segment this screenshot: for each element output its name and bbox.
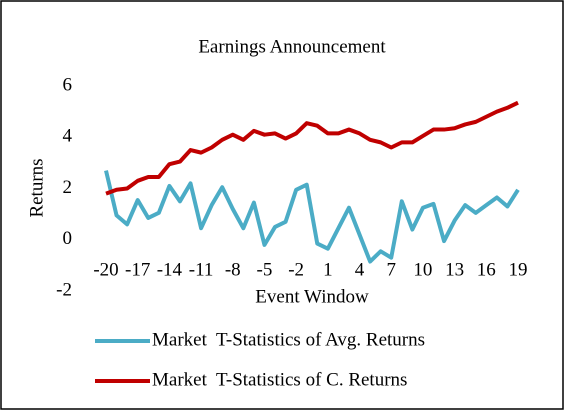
x-tick-label: -2 — [288, 259, 304, 280]
x-tick-label: 16 — [477, 259, 496, 280]
x-tick-label: 1 — [323, 259, 333, 280]
line-series — [104, 170, 520, 264]
x-tick-label: -14 — [157, 259, 183, 280]
line-series — [105, 100, 519, 196]
x-tick-label: 4 — [355, 259, 365, 280]
y-tick-label: 4 — [63, 126, 73, 147]
y-tick-label: 0 — [63, 228, 73, 249]
x-tick-label: 10 — [413, 259, 432, 280]
x-tick-label: -20 — [93, 259, 118, 280]
x-tick-label: 7 — [386, 259, 396, 280]
x-tick-label: -8 — [225, 259, 241, 280]
x-tick-label: -17 — [125, 259, 150, 280]
chart-title: Earnings Announcement — [198, 36, 386, 57]
x-tick-label: -11 — [189, 259, 214, 280]
x-tick-label: 19 — [509, 259, 528, 280]
legend-label: Market T-Statistics of C. Returns — [152, 369, 407, 390]
y-tick-label: 6 — [63, 74, 73, 95]
y-tick-label: 2 — [63, 177, 73, 198]
x-tick-label: 13 — [445, 259, 464, 280]
x-tick-label: -5 — [257, 259, 273, 280]
legend-label: Market T-Statistics of Avg. Returns — [152, 329, 425, 350]
x-axis-label: Event Window — [255, 286, 369, 307]
y-axis-label: Returns — [26, 158, 47, 217]
y-tick-label: -2 — [56, 279, 72, 300]
